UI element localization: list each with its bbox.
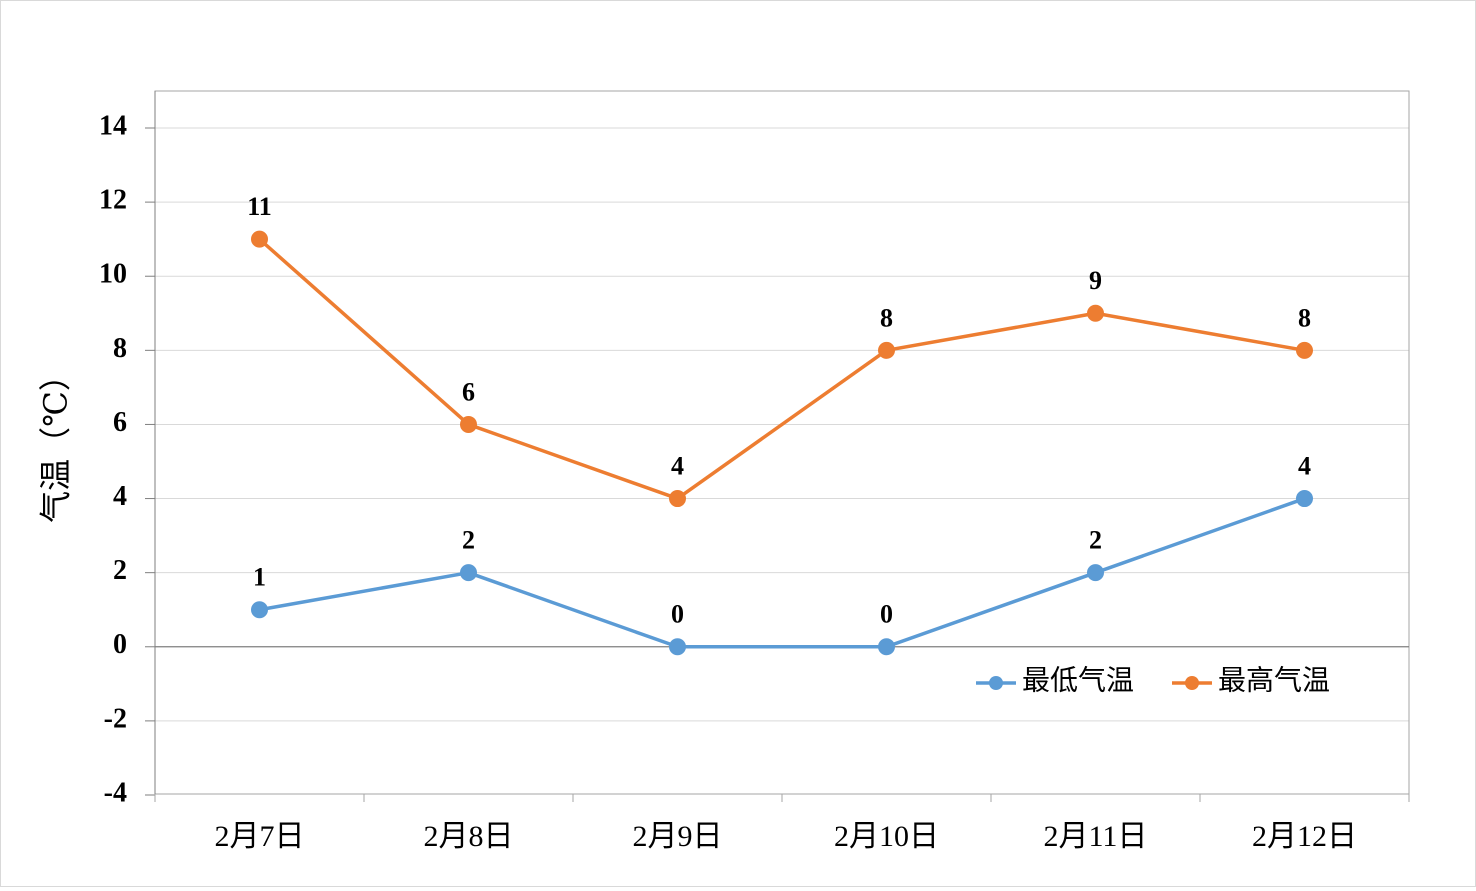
series-line-2 — [258, 237, 1305, 501]
data-label: 8 — [880, 303, 893, 332]
data-label: 4 — [671, 452, 684, 481]
data-point — [878, 341, 895, 359]
legend-item-1: 最低气温 — [976, 664, 1134, 696]
legend-item-2: 最高气温 — [1172, 664, 1330, 696]
y-tick-label: 4 — [113, 481, 127, 512]
data-label: 11 — [247, 192, 272, 221]
data-label: 6 — [462, 377, 475, 406]
data-label: 1 — [253, 563, 266, 592]
data-label: 0 — [880, 600, 893, 629]
data-label: 0 — [671, 600, 684, 629]
legend-label: 最低气温 — [1022, 664, 1134, 696]
legend-label: 最高气温 — [1218, 664, 1330, 696]
grid-lines — [155, 127, 1409, 722]
x-tick-label: 2月12日 — [1252, 820, 1357, 853]
y-axis-title: 气温（℃） — [37, 359, 73, 523]
y-tick-label: 8 — [113, 333, 127, 364]
data-point — [1087, 564, 1104, 582]
y-tick-label: 14 — [99, 110, 127, 141]
data-label: 2 — [1089, 526, 1102, 555]
y-tick-label: 6 — [113, 407, 127, 438]
data-point — [460, 564, 477, 582]
data-point — [251, 230, 268, 248]
data-point — [1087, 304, 1104, 322]
data-point — [669, 638, 686, 656]
y-tick-label: 10 — [99, 259, 127, 290]
x-tick-label: 2月9日 — [633, 820, 723, 853]
x-tick-label: 2月10日 — [834, 820, 939, 853]
legend-marker — [989, 676, 1003, 690]
x-tick-label: 2月11日 — [1044, 820, 1148, 853]
data-point — [878, 638, 895, 656]
data-point — [460, 415, 477, 433]
data-label: 2 — [462, 526, 475, 555]
x-tick-labels: 2月7日 2月8日 2月9日 2月10日 2月11日 2月12日 — [215, 820, 1358, 853]
y-tick-labels: -4 -2 0 2 4 6 8 10 12 14 — [99, 110, 127, 808]
series — [251, 230, 1313, 656]
data-label: 4 — [1298, 452, 1311, 481]
y-tick-label: 12 — [99, 185, 127, 216]
x-tick-label: 2月8日 — [424, 820, 514, 853]
y-tick-label: -2 — [104, 703, 127, 734]
y-tick-label: 0 — [113, 629, 127, 660]
y-tick-label: 2 — [113, 555, 127, 586]
data-point — [251, 601, 268, 619]
series-line-1 — [259, 496, 1306, 649]
legend-marker — [1185, 676, 1199, 690]
data-point — [1296, 341, 1313, 359]
data-label: 8 — [1298, 303, 1311, 332]
data-labels: 1 2 0 0 2 4 11 6 4 8 9 8 — [247, 192, 1311, 629]
legend: 最低气温 最高气温 — [976, 664, 1330, 696]
data-point — [1296, 490, 1313, 508]
data-label: 9 — [1089, 266, 1102, 295]
y-tick-label: -4 — [104, 777, 127, 808]
x-tick-label: 2月7日 — [215, 820, 305, 853]
data-point — [669, 490, 686, 508]
